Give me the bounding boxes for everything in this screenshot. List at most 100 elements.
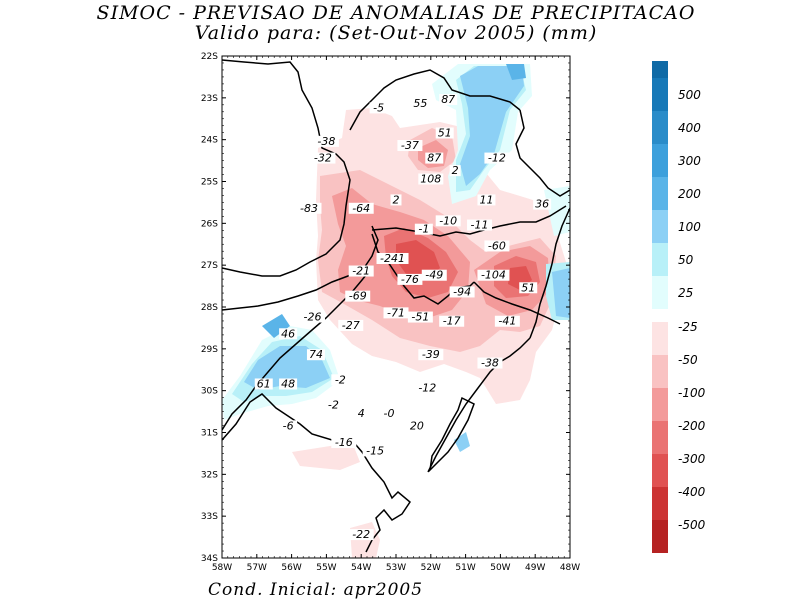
value-label-bg — [439, 94, 458, 106]
value-label: 87 — [427, 152, 441, 165]
legend-swatch — [652, 111, 668, 144]
legend-swatch — [652, 78, 668, 111]
value-label-bg — [467, 219, 493, 231]
value-label: -10 — [439, 214, 457, 227]
value-label-bg — [296, 202, 322, 214]
value-label: -12 — [488, 152, 506, 165]
value-label-bg — [254, 378, 273, 390]
value-label: -51 — [411, 311, 429, 324]
pos-100-region-south — [454, 432, 470, 452]
value-label: -39 — [422, 348, 440, 361]
value-label: 61 — [257, 377, 271, 390]
value-label: -11 — [471, 219, 489, 232]
legend-label: 50 — [678, 253, 694, 267]
value-label-bg — [362, 445, 388, 457]
value-label-bg — [477, 357, 503, 369]
value-label: -60 — [488, 239, 506, 252]
value-label: -12 — [418, 382, 436, 395]
value-label-bg — [425, 152, 444, 164]
value-label-bg — [348, 529, 374, 541]
value-label: -83 — [300, 202, 318, 215]
legend-label: 500 — [678, 88, 701, 102]
value-label-bg — [407, 311, 433, 323]
value-label: 48 — [281, 377, 295, 390]
value-label-bg — [348, 265, 374, 277]
value-label: -94 — [453, 285, 471, 298]
value-label-bg — [348, 202, 374, 214]
value-label-bg — [310, 152, 336, 164]
legend-swatch — [652, 520, 668, 553]
value-label-bg — [383, 307, 409, 319]
legend-label: 25 — [678, 286, 693, 300]
value-label-bg — [279, 420, 298, 432]
value-label: 20 — [410, 419, 424, 432]
value-label: -37 — [401, 139, 419, 152]
value-label: -21 — [352, 265, 370, 278]
value-label-bg — [299, 311, 325, 323]
value-label-bg — [418, 349, 444, 361]
coastline-sc — [529, 207, 570, 339]
legend-label: -500 — [678, 518, 706, 532]
value-label: -1 — [418, 223, 429, 236]
value-label: -64 — [352, 202, 370, 215]
legend-swatch-top — [652, 61, 668, 78]
value-label-bg — [376, 252, 409, 264]
lon-tick-label: 48W — [560, 563, 580, 573]
value-label-bg — [369, 102, 388, 114]
lon-tick-label: 56W — [281, 563, 301, 573]
value-label: -27 — [342, 319, 360, 332]
lat-tick-label: 33S — [201, 512, 218, 522]
value-label: -38 — [481, 357, 499, 370]
lon-tick-label: 54W — [351, 563, 371, 573]
lat-tick-label: 32S — [201, 470, 218, 480]
value-label-bg — [390, 194, 402, 206]
value-label-bg — [355, 407, 367, 419]
value-label-bg — [418, 173, 444, 185]
value-label: -22 — [352, 528, 370, 541]
value-label-bg — [484, 152, 510, 164]
lon-tick-label: 57W — [247, 563, 267, 573]
lon-tick-label: 55W — [316, 563, 336, 573]
legend-label: 200 — [678, 187, 701, 201]
value-label-bg — [519, 282, 538, 294]
value-label-bg — [306, 349, 325, 361]
neg-25-region-south — [292, 442, 360, 470]
value-label-bg — [435, 215, 461, 227]
value-label-bg — [533, 198, 552, 210]
value-label: -5 — [373, 101, 384, 114]
value-label-bg — [414, 382, 440, 394]
lat-tick-label: 26S — [201, 219, 218, 229]
value-label-bg — [338, 319, 364, 331]
border-paraguay-brazil — [222, 59, 351, 277]
value-label: -41 — [498, 315, 516, 328]
value-label: 51 — [521, 281, 535, 294]
value-label: 2 — [452, 164, 459, 177]
legend-swatch — [652, 177, 668, 210]
lon-tick-label: 53W — [386, 563, 406, 573]
lat-tick-label: 25S — [201, 178, 218, 188]
legend-swatch — [652, 421, 668, 454]
value-label: -76 — [401, 273, 419, 286]
value-label: 2 — [393, 193, 400, 206]
value-label-bg — [494, 315, 520, 327]
value-label-bg — [421, 269, 447, 281]
lat-tick-label: 29S — [201, 345, 218, 355]
value-label: -2 — [328, 398, 339, 411]
pos-200-region — [506, 64, 526, 80]
value-label-bg — [279, 328, 298, 340]
color-legend: 500 400 300 200 100 50 25 -25 -50 -100 -200 -300 -40… — [652, 61, 706, 553]
value-label: 36 — [535, 198, 549, 211]
value-label: -2 — [335, 373, 346, 386]
value-label: -32 — [314, 152, 332, 165]
value-label: -38 — [317, 135, 335, 148]
legend-label: -100 — [678, 386, 706, 400]
lat-tick-label: 34S — [201, 554, 218, 564]
axis-ticks: 22S23S24S25S26S27S28S29S30S31S32S33S34S5… — [201, 52, 580, 573]
value-label-bg — [435, 127, 454, 139]
lat-tick-label: 23S — [201, 94, 218, 104]
legend-swatch — [652, 355, 668, 388]
legend-label: -25 — [678, 320, 698, 334]
border-sc-rs — [473, 281, 561, 325]
